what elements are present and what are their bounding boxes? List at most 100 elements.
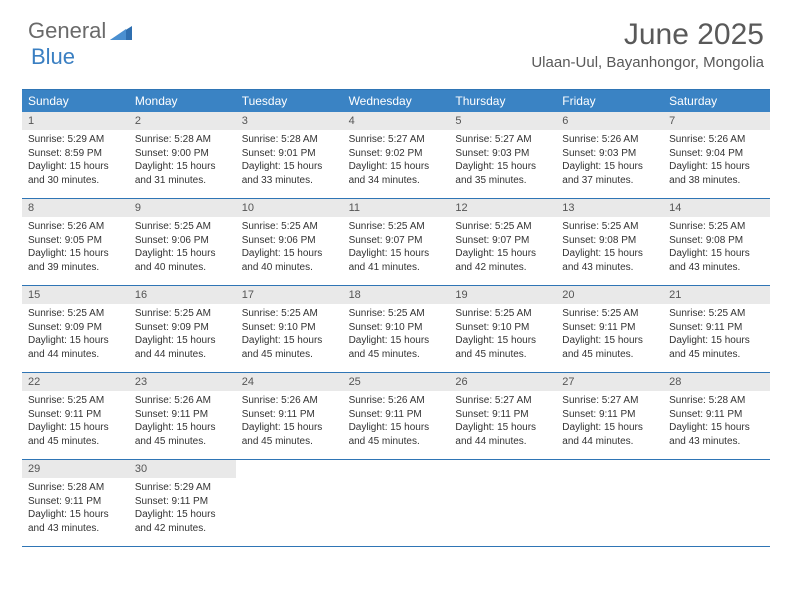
day-content: Sunrise: 5:25 AMSunset: 9:06 PMDaylight:… bbox=[129, 217, 236, 280]
logo-text-general: General bbox=[28, 18, 106, 44]
day-header-cell: Wednesday bbox=[343, 90, 450, 112]
day-cell: 11Sunrise: 5:25 AMSunset: 9:07 PMDayligh… bbox=[343, 199, 450, 285]
day-number: 13 bbox=[556, 199, 663, 217]
day-cell: 9Sunrise: 5:25 AMSunset: 9:06 PMDaylight… bbox=[129, 199, 236, 285]
week-row: 8Sunrise: 5:26 AMSunset: 9:05 PMDaylight… bbox=[22, 199, 770, 286]
day-cell bbox=[556, 460, 663, 546]
day-content: Sunrise: 5:25 AMSunset: 9:10 PMDaylight:… bbox=[449, 304, 556, 367]
day-cell: 27Sunrise: 5:27 AMSunset: 9:11 PMDayligh… bbox=[556, 373, 663, 459]
day-number: 24 bbox=[236, 373, 343, 391]
day-cell: 14Sunrise: 5:25 AMSunset: 9:08 PMDayligh… bbox=[663, 199, 770, 285]
day-number: 22 bbox=[22, 373, 129, 391]
title-block: June 2025 Ulaan-Uul, Bayanhongor, Mongol… bbox=[531, 18, 764, 71]
day-cell: 7Sunrise: 5:26 AMSunset: 9:04 PMDaylight… bbox=[663, 112, 770, 198]
day-cell: 21Sunrise: 5:25 AMSunset: 9:11 PMDayligh… bbox=[663, 286, 770, 372]
day-number: 28 bbox=[663, 373, 770, 391]
day-content: Sunrise: 5:25 AMSunset: 9:11 PMDaylight:… bbox=[22, 391, 129, 454]
week-row: 15Sunrise: 5:25 AMSunset: 9:09 PMDayligh… bbox=[22, 286, 770, 373]
day-cell: 10Sunrise: 5:25 AMSunset: 9:06 PMDayligh… bbox=[236, 199, 343, 285]
day-number: 10 bbox=[236, 199, 343, 217]
day-cell: 6Sunrise: 5:26 AMSunset: 9:03 PMDaylight… bbox=[556, 112, 663, 198]
day-number: 14 bbox=[663, 199, 770, 217]
day-number: 2 bbox=[129, 112, 236, 130]
day-content: Sunrise: 5:26 AMSunset: 9:04 PMDaylight:… bbox=[663, 130, 770, 193]
day-content: Sunrise: 5:27 AMSunset: 9:03 PMDaylight:… bbox=[449, 130, 556, 193]
day-number: 19 bbox=[449, 286, 556, 304]
day-cell: 30Sunrise: 5:29 AMSunset: 9:11 PMDayligh… bbox=[129, 460, 236, 546]
day-content: Sunrise: 5:27 AMSunset: 9:11 PMDaylight:… bbox=[556, 391, 663, 454]
day-content: Sunrise: 5:25 AMSunset: 9:06 PMDaylight:… bbox=[236, 217, 343, 280]
day-number: 6 bbox=[556, 112, 663, 130]
page-title: June 2025 bbox=[531, 18, 764, 52]
day-number: 17 bbox=[236, 286, 343, 304]
day-content: Sunrise: 5:25 AMSunset: 9:10 PMDaylight:… bbox=[343, 304, 450, 367]
day-number: 12 bbox=[449, 199, 556, 217]
day-content: Sunrise: 5:25 AMSunset: 9:08 PMDaylight:… bbox=[663, 217, 770, 280]
day-cell: 1Sunrise: 5:29 AMSunset: 8:59 PMDaylight… bbox=[22, 112, 129, 198]
day-content: Sunrise: 5:28 AMSunset: 9:01 PMDaylight:… bbox=[236, 130, 343, 193]
day-number: 5 bbox=[449, 112, 556, 130]
day-content: Sunrise: 5:27 AMSunset: 9:02 PMDaylight:… bbox=[343, 130, 450, 193]
day-cell: 26Sunrise: 5:27 AMSunset: 9:11 PMDayligh… bbox=[449, 373, 556, 459]
day-content: Sunrise: 5:26 AMSunset: 9:11 PMDaylight:… bbox=[343, 391, 450, 454]
day-number: 8 bbox=[22, 199, 129, 217]
day-number: 20 bbox=[556, 286, 663, 304]
day-cell: 2Sunrise: 5:28 AMSunset: 9:00 PMDaylight… bbox=[129, 112, 236, 198]
day-cell: 28Sunrise: 5:28 AMSunset: 9:11 PMDayligh… bbox=[663, 373, 770, 459]
day-cell: 8Sunrise: 5:26 AMSunset: 9:05 PMDaylight… bbox=[22, 199, 129, 285]
day-cell: 22Sunrise: 5:25 AMSunset: 9:11 PMDayligh… bbox=[22, 373, 129, 459]
day-content: Sunrise: 5:29 AMSunset: 8:59 PMDaylight:… bbox=[22, 130, 129, 193]
day-cell: 15Sunrise: 5:25 AMSunset: 9:09 PMDayligh… bbox=[22, 286, 129, 372]
day-number: 29 bbox=[22, 460, 129, 478]
day-cell: 25Sunrise: 5:26 AMSunset: 9:11 PMDayligh… bbox=[343, 373, 450, 459]
day-cell: 13Sunrise: 5:25 AMSunset: 9:08 PMDayligh… bbox=[556, 199, 663, 285]
day-cell: 19Sunrise: 5:25 AMSunset: 9:10 PMDayligh… bbox=[449, 286, 556, 372]
day-cell bbox=[236, 460, 343, 546]
day-cell: 20Sunrise: 5:25 AMSunset: 9:11 PMDayligh… bbox=[556, 286, 663, 372]
day-content: Sunrise: 5:26 AMSunset: 9:11 PMDaylight:… bbox=[236, 391, 343, 454]
day-number: 26 bbox=[449, 373, 556, 391]
day-content: Sunrise: 5:25 AMSunset: 9:09 PMDaylight:… bbox=[129, 304, 236, 367]
day-content: Sunrise: 5:25 AMSunset: 9:10 PMDaylight:… bbox=[236, 304, 343, 367]
day-cell: 24Sunrise: 5:26 AMSunset: 9:11 PMDayligh… bbox=[236, 373, 343, 459]
day-content: Sunrise: 5:26 AMSunset: 9:11 PMDaylight:… bbox=[129, 391, 236, 454]
week-row: 1Sunrise: 5:29 AMSunset: 8:59 PMDaylight… bbox=[22, 112, 770, 199]
day-number: 30 bbox=[129, 460, 236, 478]
day-cell: 23Sunrise: 5:26 AMSunset: 9:11 PMDayligh… bbox=[129, 373, 236, 459]
calendar: SundayMondayTuesdayWednesdayThursdayFrid… bbox=[22, 89, 770, 547]
day-cell bbox=[449, 460, 556, 546]
day-content: Sunrise: 5:25 AMSunset: 9:11 PMDaylight:… bbox=[556, 304, 663, 367]
day-number: 1 bbox=[22, 112, 129, 130]
week-row: 29Sunrise: 5:28 AMSunset: 9:11 PMDayligh… bbox=[22, 460, 770, 547]
day-number: 23 bbox=[129, 373, 236, 391]
day-number: 11 bbox=[343, 199, 450, 217]
day-cell: 12Sunrise: 5:25 AMSunset: 9:07 PMDayligh… bbox=[449, 199, 556, 285]
logo: General bbox=[28, 18, 134, 44]
day-content: Sunrise: 5:28 AMSunset: 9:00 PMDaylight:… bbox=[129, 130, 236, 193]
location-text: Ulaan-Uul, Bayanhongor, Mongolia bbox=[531, 54, 764, 71]
day-content: Sunrise: 5:25 AMSunset: 9:11 PMDaylight:… bbox=[663, 304, 770, 367]
logo-triangle-icon bbox=[110, 22, 132, 40]
day-number: 3 bbox=[236, 112, 343, 130]
logo-text-blue: Blue bbox=[31, 44, 75, 69]
day-header-cell: Sunday bbox=[22, 90, 129, 112]
day-content: Sunrise: 5:26 AMSunset: 9:03 PMDaylight:… bbox=[556, 130, 663, 193]
header: General June 2025 Ulaan-Uul, Bayanhongor… bbox=[0, 0, 792, 79]
day-number: 9 bbox=[129, 199, 236, 217]
week-row: 22Sunrise: 5:25 AMSunset: 9:11 PMDayligh… bbox=[22, 373, 770, 460]
day-content: Sunrise: 5:29 AMSunset: 9:11 PMDaylight:… bbox=[129, 478, 236, 541]
day-content: Sunrise: 5:26 AMSunset: 9:05 PMDaylight:… bbox=[22, 217, 129, 280]
day-number: 18 bbox=[343, 286, 450, 304]
day-header-cell: Monday bbox=[129, 90, 236, 112]
day-header-cell: Friday bbox=[556, 90, 663, 112]
day-cell bbox=[663, 460, 770, 546]
day-number: 4 bbox=[343, 112, 450, 130]
day-number: 16 bbox=[129, 286, 236, 304]
day-cell: 4Sunrise: 5:27 AMSunset: 9:02 PMDaylight… bbox=[343, 112, 450, 198]
day-header-cell: Thursday bbox=[449, 90, 556, 112]
logo-line2: Blue bbox=[31, 44, 75, 70]
day-number: 15 bbox=[22, 286, 129, 304]
day-header-cell: Tuesday bbox=[236, 90, 343, 112]
day-content: Sunrise: 5:25 AMSunset: 9:08 PMDaylight:… bbox=[556, 217, 663, 280]
day-number: 7 bbox=[663, 112, 770, 130]
